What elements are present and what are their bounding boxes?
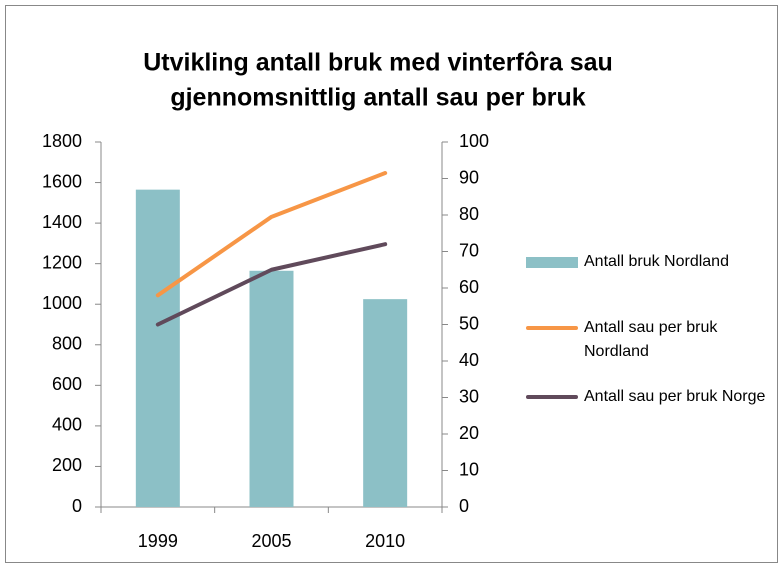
line (155, 171, 388, 298)
legend-label: Antall bruk Nordland (584, 253, 729, 270)
bar (135, 189, 180, 507)
y2-tick-label: 70 (459, 240, 479, 260)
y2-tick-label: 30 (459, 386, 479, 406)
bar (363, 299, 408, 507)
x-tick-label: 1999 (138, 531, 178, 551)
y2-tick-label: 60 (459, 277, 479, 297)
legend-item: Antall sau per bruk Norge (526, 385, 769, 409)
legend-label: Antall sau per bruk Nordland (584, 319, 718, 360)
y-tick-label: 1200 (42, 252, 82, 272)
chart-title: gjennomsnittlig antall sau per bruk (170, 84, 585, 112)
legend-label: Antall sau per bruk Norge (584, 388, 766, 405)
y-tick-label: 200 (52, 455, 82, 475)
y-tick-label: 1800 (42, 131, 82, 151)
legend-swatch (526, 395, 578, 399)
y-tick-label: 400 (52, 415, 82, 435)
bar (249, 270, 294, 507)
y-tick-label: 1600 (42, 171, 82, 191)
y2-tick-label: 90 (459, 167, 479, 187)
y2-tick-label: 40 (459, 350, 479, 370)
y2-tick-label: 50 (459, 313, 479, 333)
y-tick-label: 0 (72, 496, 82, 516)
legend-item: Antall bruk Nordland (526, 250, 769, 274)
legend-swatch (526, 326, 578, 330)
x-tick-label: 2005 (251, 531, 291, 551)
y2-tick-label: 20 (459, 423, 479, 443)
y2-tick-label: 80 (459, 204, 479, 224)
legend-item: Antall sau per bruk Nordland (526, 316, 769, 364)
chart-title: Utvikling antall bruk med vinterfôra sau (143, 49, 613, 77)
y-tick-label: 600 (52, 374, 82, 394)
y2-tick-label: 10 (459, 459, 479, 479)
line (155, 242, 388, 327)
y-tick-label: 800 (52, 334, 82, 354)
x-tick-label: 2010 (365, 531, 405, 551)
y2-tick-label: 0 (459, 496, 469, 516)
y-tick-label: 1000 (42, 293, 82, 313)
y2-tick-label: 100 (459, 131, 489, 151)
y-tick-label: 1400 (42, 212, 82, 232)
legend-swatch (526, 257, 578, 268)
